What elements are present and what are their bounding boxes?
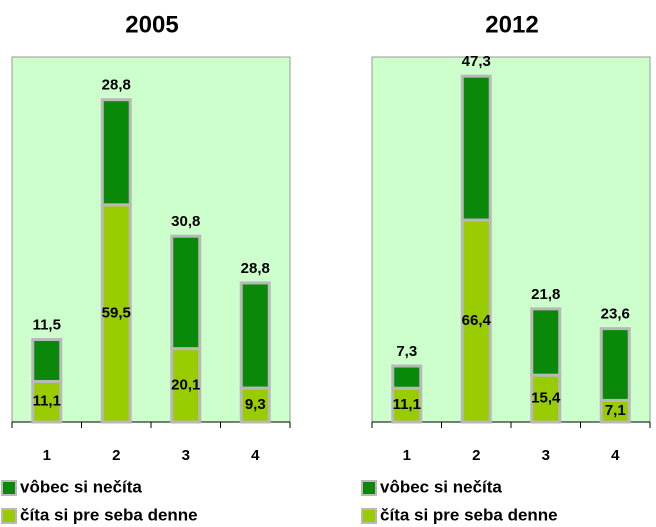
legend-swatch xyxy=(361,480,377,496)
x-tick-label: 2 xyxy=(472,447,480,464)
x-tick-label: 2 xyxy=(112,447,120,464)
data-label: 7,1 xyxy=(605,402,626,419)
bar-segment xyxy=(100,98,132,207)
bar-segment xyxy=(31,379,63,424)
x-tick-label: 3 xyxy=(542,447,550,464)
data-label: 11,1 xyxy=(393,396,421,413)
x-tick-label: 1 xyxy=(403,447,411,464)
bar-segment xyxy=(460,218,492,424)
legend-label: vôbec si nečíta xyxy=(380,477,502,496)
data-label: 7,3 xyxy=(396,343,417,360)
x-tick-label: 1 xyxy=(43,447,51,464)
chart-title: 2012 xyxy=(485,11,538,38)
legend-swatch xyxy=(1,480,17,496)
legend-label: vôbec si nečíta xyxy=(20,477,142,496)
legend-swatch xyxy=(361,508,377,524)
bar-segment xyxy=(100,203,132,424)
bar-segment xyxy=(239,281,271,390)
x-tick-label: 3 xyxy=(182,447,190,464)
bar-segment xyxy=(599,327,631,402)
bar-segment xyxy=(31,338,63,383)
x-tick-label: 4 xyxy=(611,447,620,464)
data-label: 28,8 xyxy=(102,77,131,94)
chart: 2005 1 11,1 11,5 2 59,5 28,8 3 20,1 30,8 4 9,3 28,8 v… xyxy=(1,11,291,524)
legend-swatch xyxy=(1,508,17,524)
bar-segment xyxy=(170,234,202,351)
data-label: 28,8 xyxy=(241,260,270,277)
x-tick-label: 4 xyxy=(251,447,260,464)
data-label: 47,3 xyxy=(462,53,491,70)
legend-label: číta si pre seba denne xyxy=(20,505,198,524)
data-label: 9,3 xyxy=(245,396,266,413)
bar-segment xyxy=(530,307,562,377)
data-label: 20,1 xyxy=(171,376,200,393)
data-label: 23,6 xyxy=(601,306,630,323)
bar-segment xyxy=(391,364,423,390)
chart-title: 2005 xyxy=(125,11,178,38)
data-label: 15,4 xyxy=(531,390,561,407)
data-label: 59,5 xyxy=(102,304,131,321)
bar-segment xyxy=(239,386,271,424)
data-label: 30,8 xyxy=(171,213,200,230)
data-label: 66,4 xyxy=(462,312,492,329)
bar-segment xyxy=(460,74,492,222)
data-label: 11,5 xyxy=(33,316,61,333)
chart: 2012 1 11,1 7,3 2 66,4 47,3 3 15,4 21,8 4 7,1 23,6 vô… xyxy=(361,11,651,524)
legend-label: číta si pre seba denne xyxy=(380,505,558,524)
data-label: 21,8 xyxy=(531,286,560,303)
data-label: 11,1 xyxy=(33,393,61,410)
bar-segment xyxy=(391,386,423,424)
